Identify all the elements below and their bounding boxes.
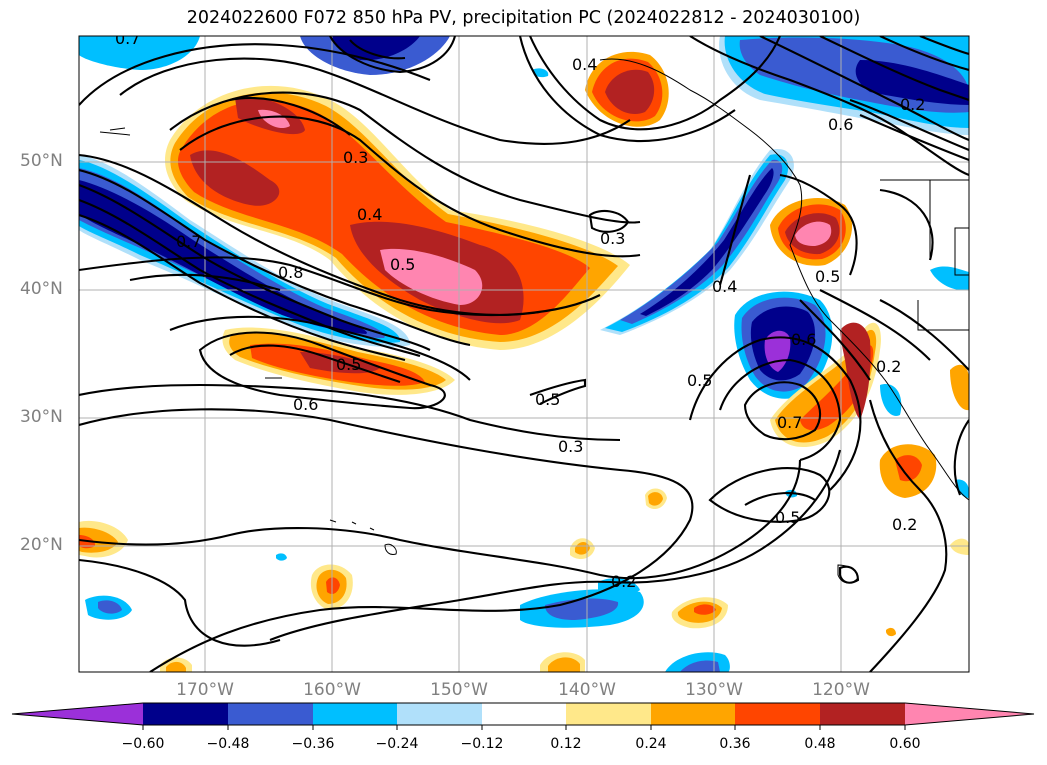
lat-label-20n: 20°N: [20, 535, 63, 555]
contour-label: 0.4: [357, 205, 382, 224]
colorbar-tick-label: 0.12: [550, 736, 582, 752]
lon-label-160w: 160°W: [303, 680, 361, 700]
colorbar-tick-label: −0.48: [206, 736, 250, 752]
negative-band-north-pacific: [79, 155, 410, 347]
colorbar-extend-max: [905, 703, 1034, 725]
contour-label: 0.5: [775, 508, 800, 527]
contour-label: 0.2: [611, 572, 636, 591]
lon-label-130w: 130°W: [685, 680, 743, 700]
contour-label: 0.5: [390, 255, 415, 274]
colorbar-tick-label: −0.36: [291, 736, 335, 752]
coastlines: [99, 58, 969, 584]
map-title: 2024022600 F072 850 hPa PV, precipitatio…: [186, 8, 861, 28]
lat-label-50n: 50°N: [20, 151, 63, 171]
contour-label: 0.2: [900, 95, 925, 114]
lon-label-150w: 150°W: [430, 680, 488, 700]
contour-label: 0.5: [687, 371, 712, 390]
map-area: 0.7 0.4 0.3 0.4 0.5 0.7 0.8 0.5 0.6 0.5 …: [79, 29, 969, 672]
contour-label: 0.7: [115, 29, 140, 48]
lat-label-30n: 30°N: [20, 407, 63, 427]
lon-label-170w: 170°W: [176, 680, 234, 700]
colorbar-tick-label: 0.36: [719, 736, 751, 752]
contour-label: 0.7: [176, 232, 201, 251]
colorbar-tick-label: 0.48: [804, 736, 836, 752]
colorbar-tick-label: 0.24: [635, 736, 667, 752]
colorbar-tick-label: −0.60: [121, 736, 165, 752]
lat-label-40n: 40°N: [20, 279, 63, 299]
pv-contours: [79, 36, 969, 672]
map-frame: [78, 35, 970, 673]
lon-label-120w: 120°W: [812, 680, 870, 700]
contour-label: 0.4: [712, 277, 737, 296]
colorbar-tick-label: −0.24: [375, 736, 419, 752]
contour-label: 0.7: [777, 413, 802, 432]
lon-label-140w: 140°W: [558, 680, 616, 700]
contour-label: 0.3: [600, 229, 625, 248]
contour-label: 0.2: [876, 357, 901, 376]
contour-label-layer: 0.7 0.4 0.3 0.4 0.5 0.7 0.8 0.5 0.6 0.5 …: [115, 29, 925, 591]
contour-label: 0.5: [815, 267, 840, 286]
contour-label: 0.6: [828, 115, 853, 134]
contour-label: 0.3: [558, 437, 583, 456]
colorbar: [11, 702, 1035, 730]
contour-label: 0.6: [293, 395, 318, 414]
contour-label: 0.5: [336, 355, 361, 374]
colorbar-extend-min: [12, 703, 143, 725]
contour-label: 0.5: [535, 390, 560, 409]
colorbar-tick-label: 0.60: [889, 736, 921, 752]
contour-label: 0.3: [343, 148, 368, 167]
contour-label: 0.6: [791, 330, 816, 349]
colorbar-tick-label: −0.12: [460, 736, 504, 752]
contour-label: 0.8: [278, 263, 303, 282]
contour-label: 0.4: [572, 55, 597, 74]
contour-label: 0.2: [892, 515, 917, 534]
